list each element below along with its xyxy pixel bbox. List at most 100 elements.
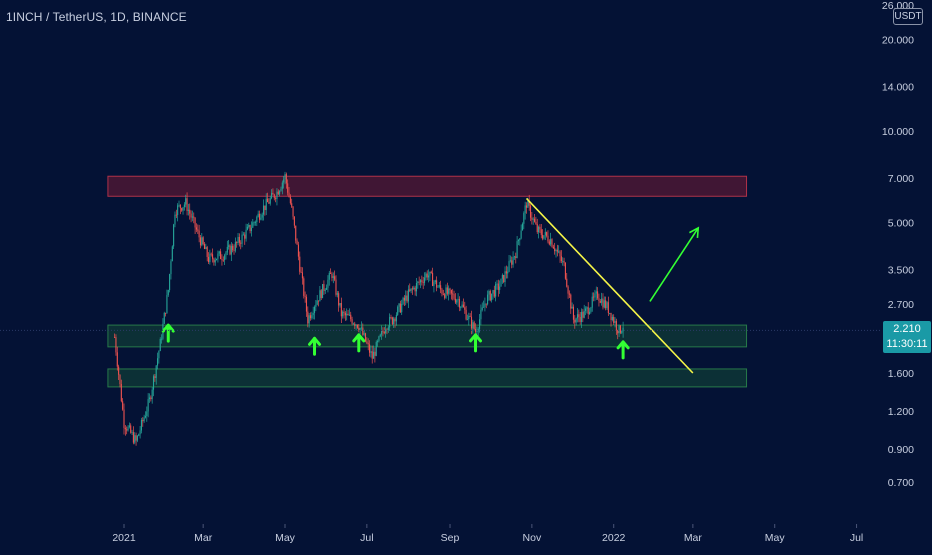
x-tick-label: 2021 — [112, 532, 136, 544]
candle-body — [598, 298, 600, 301]
candle-body — [462, 304, 464, 308]
candle-body — [354, 323, 356, 326]
candle-body — [617, 330, 619, 334]
candle-body — [433, 282, 435, 286]
candle-body — [295, 225, 297, 241]
candle-body — [139, 430, 141, 435]
candle-body — [534, 218, 536, 222]
candle-body — [511, 260, 513, 265]
candle-body — [159, 338, 161, 352]
candle-body — [206, 247, 208, 257]
candle-body — [529, 205, 532, 218]
candle-body — [311, 315, 313, 319]
bounce-arrow — [616, 340, 630, 360]
candle-body — [167, 290, 169, 296]
candle-body — [484, 303, 486, 307]
candle-body — [485, 303, 487, 305]
candle-body — [460, 307, 462, 308]
candle-body — [381, 330, 383, 335]
candle-body — [429, 271, 431, 276]
candle-body — [237, 236, 239, 243]
candle-body — [597, 291, 599, 299]
y-tick-label: 1.200 — [888, 406, 914, 418]
candle-body — [499, 286, 501, 290]
candle-body — [414, 287, 416, 292]
candle-body — [143, 417, 145, 422]
candle-body — [436, 280, 438, 288]
candle-body — [264, 205, 266, 211]
candle-body — [382, 330, 384, 332]
y-tick-label: 0.900 — [888, 444, 914, 456]
candle-body — [444, 294, 446, 298]
x-tick-label: Mar — [684, 532, 703, 544]
candle-body — [576, 314, 579, 319]
candle-body — [280, 188, 282, 192]
candle-body — [213, 258, 215, 263]
candle-body — [567, 286, 569, 294]
candle-body — [517, 240, 519, 242]
candle-body — [564, 262, 566, 279]
candle-body — [271, 193, 273, 199]
candle-body — [448, 288, 450, 294]
candle-body — [558, 251, 560, 253]
candle-body — [578, 314, 580, 318]
candle-body — [228, 245, 230, 247]
candle-body — [449, 288, 451, 291]
candle-body — [461, 304, 463, 308]
candle-body — [540, 229, 542, 235]
y-tick-label: 0.700 — [888, 477, 914, 489]
candle-body — [308, 315, 310, 324]
bounce-arrow — [469, 333, 483, 353]
candle-body — [268, 202, 270, 204]
candle-body — [122, 401, 124, 410]
candle-body — [124, 427, 126, 430]
candle-body — [586, 307, 588, 309]
candle-body — [421, 280, 423, 282]
candle-body — [201, 237, 203, 246]
candle-body — [328, 272, 330, 280]
candle-body — [550, 239, 552, 245]
candle-body — [313, 306, 316, 314]
last-price-value: 2.210 — [893, 323, 921, 335]
currency-unit-badge[interactable]: USDT — [893, 8, 923, 25]
candle-body — [288, 192, 290, 197]
candle-body — [419, 280, 422, 283]
candle-body — [212, 254, 214, 259]
candle-body — [358, 327, 360, 330]
candle-body — [504, 271, 506, 283]
candle-body — [155, 365, 157, 378]
candle-body — [454, 298, 456, 303]
candle-body — [469, 315, 471, 317]
candle-body — [559, 251, 561, 257]
candle-body — [273, 194, 275, 199]
candle-body — [611, 316, 613, 321]
candle-body — [610, 312, 612, 321]
candle-body — [593, 296, 595, 298]
candle-body — [411, 288, 414, 290]
candle-body — [401, 303, 403, 313]
candle-body — [570, 294, 572, 309]
x-tick-label: Nov — [523, 532, 542, 544]
y-tick-label: 20.000 — [882, 34, 914, 46]
symbol-title: 1INCH / TetherUS, 1D, BINANCE — [6, 10, 187, 24]
descending-trendline — [525, 197, 694, 374]
candle-body — [335, 279, 337, 295]
candle-body — [551, 239, 553, 247]
candle-body — [147, 399, 149, 412]
candle-body — [507, 271, 509, 274]
candle-body — [252, 222, 254, 228]
candle-body — [134, 435, 136, 443]
candle-body — [389, 317, 391, 328]
candle-body — [393, 318, 395, 325]
candle-body — [615, 321, 617, 331]
candle-body — [222, 259, 224, 261]
candle-body — [432, 272, 434, 286]
y-tick-label: 3.500 — [888, 265, 914, 277]
candle-body — [590, 307, 592, 312]
candle-body — [366, 341, 368, 343]
candle-body — [154, 376, 156, 378]
candle-body — [583, 310, 585, 318]
candle-body — [587, 307, 589, 315]
